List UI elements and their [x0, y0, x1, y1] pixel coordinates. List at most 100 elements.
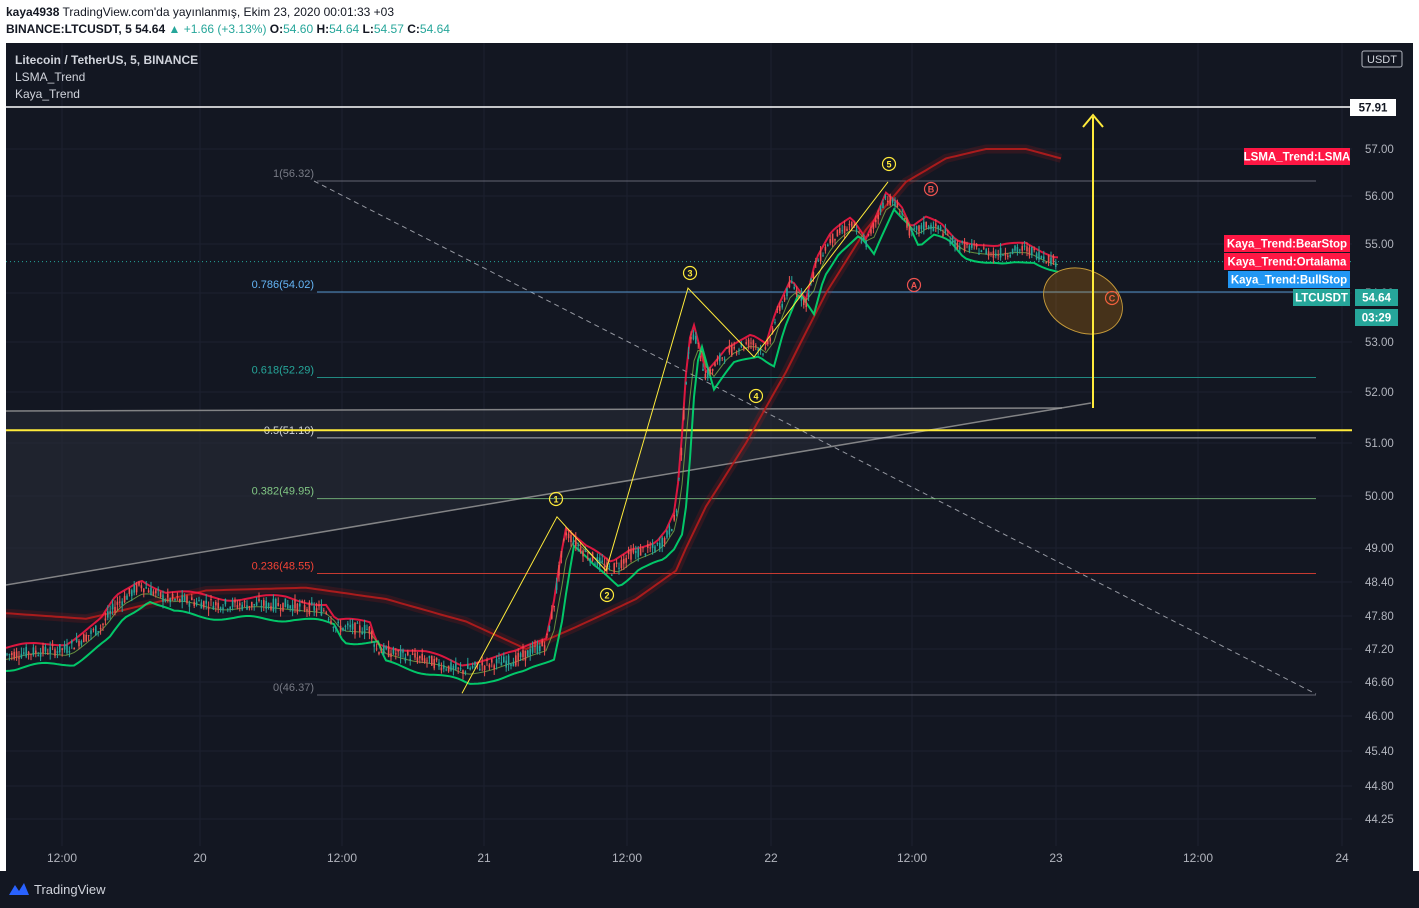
candle-body [291, 604, 294, 612]
candle-body [867, 234, 870, 236]
candle-body [332, 626, 335, 628]
candle-body [421, 654, 423, 661]
price-axis[interactable]: 57.00 56.00 55.00 54.00 53.00 52.00 51.00 50.00… [1352, 43, 1413, 846]
candle-body [296, 603, 299, 613]
price-axis-canvas[interactable]: 57.00 56.00 55.00 54.00 53.00 52.00 51.00 50.00… [1352, 43, 1413, 846]
time-axis-canvas[interactable]: 12:00 20 12:00 21 12:00 22 12:00 23 12:00 24 [6, 846, 1352, 871]
candle-body [719, 354, 721, 362]
candle-body [685, 382, 687, 384]
candle-body [735, 352, 738, 354]
price-tick-label: 46.60 [1365, 677, 1394, 689]
candle-body [891, 199, 894, 203]
candle-body [635, 550, 637, 554]
target-arrow-head [1082, 113, 1104, 128]
candle-body [531, 646, 534, 653]
candle-body [402, 649, 404, 653]
price-tick-label: 44.25 [1365, 814, 1394, 826]
candle-body [846, 228, 848, 231]
candle-body [529, 648, 531, 657]
candle-body [942, 233, 944, 237]
candle-body [937, 225, 939, 229]
time-axis[interactable]: 12:00 20 12:00 21 12:00 22 12:00 23 12:00 24 [6, 846, 1352, 871]
candle-body [452, 665, 455, 669]
candle-body [995, 253, 997, 256]
candle-body [1052, 255, 1055, 263]
legend-indicator-lsma[interactable]: LSMA_Trend [15, 70, 86, 84]
candle-body [121, 601, 123, 606]
time-tick-label: 22 [764, 851, 778, 865]
candle-body [174, 599, 176, 601]
footer-bar: TradingView [0, 871, 1419, 908]
candle-body [474, 661, 476, 666]
candle-body [241, 604, 243, 610]
candle-body [925, 221, 927, 228]
candle-body [1011, 248, 1014, 254]
candle-body [35, 650, 37, 653]
candle-body [896, 202, 899, 208]
candle-body [707, 369, 709, 379]
candle-body [433, 659, 435, 669]
candle-body [152, 591, 155, 595]
candle-body [683, 410, 685, 420]
candle-body [342, 627, 344, 631]
candle-body [975, 244, 978, 247]
brand-text: TradingView [34, 882, 106, 897]
candle-body [567, 533, 570, 539]
candle-body [978, 252, 980, 255]
candle-body [212, 605, 215, 610]
candle-body [73, 647, 75, 650]
chart-canvas[interactable]: 1(56.32)0.786(54.02)0.618(52.29)0.5(51.1… [6, 43, 1352, 846]
candle-body [1033, 249, 1035, 251]
candle-body [788, 281, 791, 288]
candle-body [697, 342, 699, 344]
candle-body [428, 655, 431, 659]
candle-body [968, 245, 971, 251]
candle-body [27, 651, 30, 655]
time-tick-label: 12:00 [327, 851, 357, 865]
candle-body [582, 550, 584, 557]
candle-body [863, 238, 865, 240]
candle-body [167, 593, 169, 598]
axis-corner [1352, 846, 1413, 871]
candle-body [834, 238, 836, 241]
target-ellipse [1043, 267, 1123, 335]
candle-body [519, 653, 522, 658]
candle-body [687, 352, 690, 354]
time-tick-label: 24 [1335, 851, 1349, 865]
legend-title[interactable]: Litecoin / TetherUS, 5, BINANCE [15, 53, 199, 67]
candle-body [822, 255, 824, 257]
candle-body [99, 627, 102, 629]
candle-body [354, 622, 356, 635]
candle-body [349, 625, 351, 628]
time-tick-label: 12:00 [1183, 851, 1213, 865]
candle-body [90, 630, 92, 634]
candle-body [517, 652, 519, 661]
candle-body [851, 221, 853, 227]
chart-pane[interactable]: 1(56.32)0.786(54.02)0.618(52.29)0.5(51.1… [6, 43, 1352, 846]
candle-body [179, 598, 181, 602]
wave-label-2 [599, 587, 615, 603]
candle-body [723, 358, 726, 360]
legend-indicator-kaya[interactable]: Kaya_Trend [15, 87, 80, 101]
candle-body [131, 590, 133, 597]
candle-body [767, 340, 769, 345]
candle-body [409, 658, 411, 661]
fib-level-label: 0.236(48.55) [252, 561, 314, 573]
candle-body [692, 334, 695, 340]
candle-body [769, 338, 771, 342]
candle-body [546, 633, 548, 636]
candle-body [855, 229, 858, 232]
candle-body [575, 537, 577, 547]
candle-body [311, 602, 313, 605]
candle-body [947, 234, 949, 236]
elliott-wave-path [461, 181, 889, 694]
candle-body [164, 600, 167, 602]
candle-body [611, 574, 613, 576]
candle-body [505, 660, 507, 668]
candle-body [971, 243, 973, 248]
candle-body [469, 667, 471, 670]
candle-body [1019, 249, 1021, 251]
candle-body [399, 649, 402, 658]
candle-body [899, 213, 901, 215]
candle-body [663, 537, 666, 544]
